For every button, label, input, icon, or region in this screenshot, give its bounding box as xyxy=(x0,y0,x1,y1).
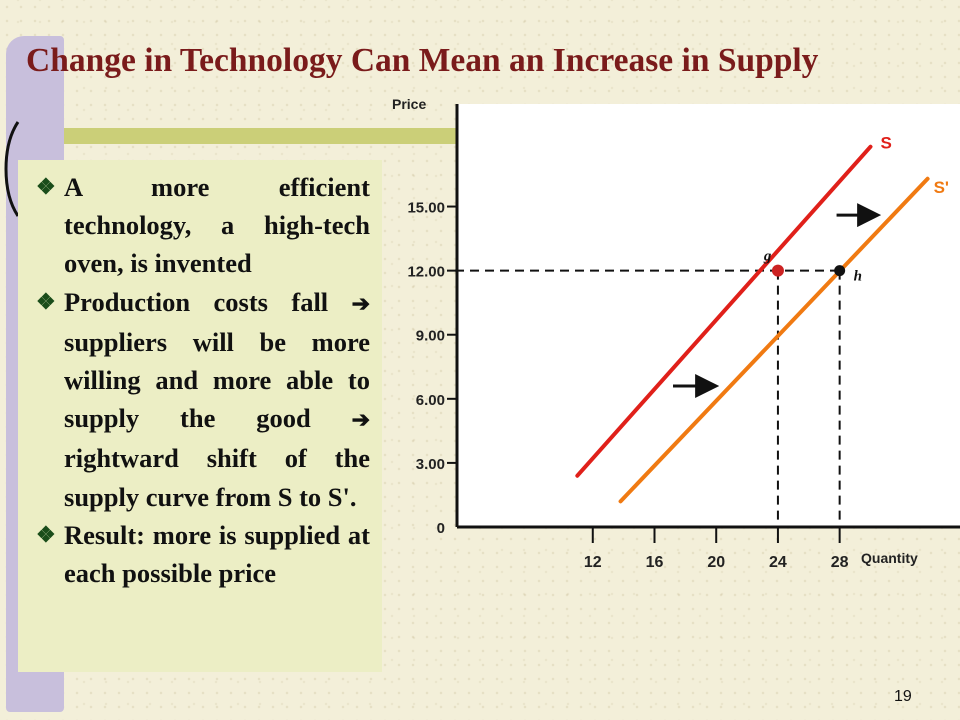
bullet-3-text: Result: more is supplied at each possibl… xyxy=(64,519,370,589)
supply-curve-s-prime xyxy=(618,176,930,504)
y-tick-label: 6.00 xyxy=(416,392,445,409)
x-tick-label: 24 xyxy=(769,554,787,571)
y-tick-label: 15.00 xyxy=(407,200,445,217)
x-tick-label: 28 xyxy=(831,554,849,571)
bullet-2: ❖ Production costs fall ➔ suppliers will… xyxy=(36,283,371,516)
x-tick-label: 12 xyxy=(584,554,602,571)
decorative-title-bar xyxy=(64,128,460,144)
bullet-3: ❖ Result: more is supplied at each possi… xyxy=(36,516,370,592)
diamond-bullet-icon: ❖ xyxy=(36,174,56,199)
slide-title: Change in Technology Can Mean an Increas… xyxy=(26,42,819,79)
x-axis-label: Quantity xyxy=(861,550,918,566)
bracket-icon xyxy=(4,121,20,217)
x-tick-label: 20 xyxy=(707,554,725,571)
point-label-h: h xyxy=(854,269,862,285)
bullet-panel: ❖ A more efficient technology, a high-te… xyxy=(18,160,382,672)
curve-label-s-prime: S' xyxy=(934,178,949,197)
y-axis-label: Price xyxy=(392,96,426,112)
y-tick-label: 0 xyxy=(437,520,445,537)
y-tick-label: 3.00 xyxy=(416,456,445,473)
diamond-bullet-icon: ❖ xyxy=(36,288,56,314)
curve-label-s: S xyxy=(881,134,892,153)
y-tick-label: 12.00 xyxy=(407,264,445,281)
supply-curve-s xyxy=(575,144,873,478)
y-tick-label: 9.00 xyxy=(416,328,445,345)
bullet-1: ❖ A more efficient technology, a high-te… xyxy=(36,168,370,283)
supply-shift-chart: 0 3.00 6.00 9.00 12.00 15.00 12 16 20 24 28 Price Qu… xyxy=(392,96,960,571)
plot-area xyxy=(457,104,960,527)
bullet-2-text-c: rightward shift of the supply curve from… xyxy=(64,443,370,512)
page-number: 19 xyxy=(894,688,912,705)
bullet-1-text: A more efficient technology, a high-tech… xyxy=(64,172,370,279)
right-arrow-icon: ➔ xyxy=(351,290,370,316)
point-h xyxy=(834,265,846,277)
bullet-2-text-b: suppliers will be more willing and more … xyxy=(64,326,370,434)
point-g xyxy=(771,264,784,277)
x-tick-label: 16 xyxy=(646,554,664,571)
bullet-2-text-a: Production costs fall xyxy=(64,286,329,317)
diamond-bullet-icon: ❖ xyxy=(36,521,56,547)
point-label-g: g xyxy=(763,249,772,265)
right-arrow-icon: ➔ xyxy=(351,407,371,433)
